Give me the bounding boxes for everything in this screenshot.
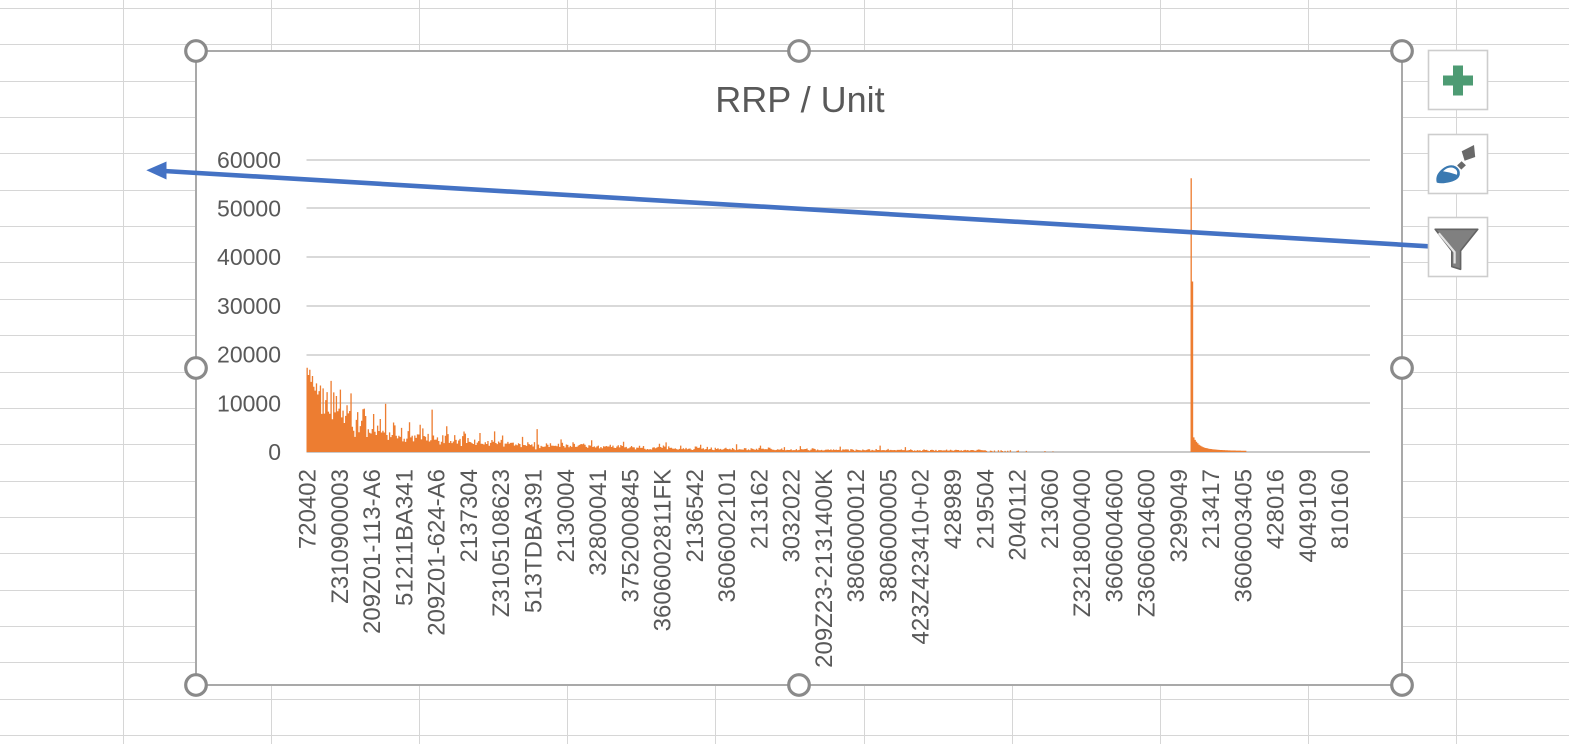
svg-text:Z310900003: Z310900003 <box>327 469 354 604</box>
svg-text:209Z01-113-A6: 209Z01-113-A6 <box>359 469 386 634</box>
svg-text:RRP / Unit: RRP / Unit <box>715 79 884 120</box>
svg-text:3606002811FK: 3606002811FK <box>650 469 677 631</box>
svg-text:Z3606004600: Z3606004600 <box>1134 469 1161 617</box>
svg-text:513TDBA391: 513TDBA391 <box>521 469 548 613</box>
svg-text:209Z23-2131400K: 209Z23-2131400K <box>811 469 838 668</box>
svg-text:51211BA341: 51211BA341 <box>391 469 418 606</box>
svg-text:213060: 213060 <box>1037 469 1064 549</box>
svg-text:30000: 30000 <box>217 293 281 319</box>
svg-text:2136542: 2136542 <box>682 469 709 562</box>
svg-text:3606004600: 3606004600 <box>1101 469 1128 602</box>
svg-text:32800041: 32800041 <box>585 469 612 576</box>
svg-text:10000: 10000 <box>217 390 281 416</box>
svg-text:3806000005: 3806000005 <box>876 469 903 602</box>
svg-text:213162: 213162 <box>746 469 773 549</box>
svg-text:3806000012: 3806000012 <box>843 469 870 602</box>
svg-text:810160: 810160 <box>1327 469 1354 549</box>
svg-text:213417: 213417 <box>1198 469 1225 549</box>
svg-text:423Z423410+02: 423Z423410+02 <box>908 469 935 645</box>
svg-text:2130004: 2130004 <box>553 469 580 562</box>
svg-text:209Z01-624-A6: 209Z01-624-A6 <box>424 469 451 636</box>
svg-text:4049109: 4049109 <box>1295 469 1322 562</box>
svg-text:428016: 428016 <box>1263 469 1290 549</box>
svg-text:60000: 60000 <box>217 147 281 173</box>
svg-text:Z3105108623: Z3105108623 <box>488 469 515 617</box>
svg-text:428989: 428989 <box>940 469 967 549</box>
svg-text:3032022: 3032022 <box>779 469 806 562</box>
svg-text:3606002101: 3606002101 <box>714 469 741 602</box>
svg-text:40000: 40000 <box>217 244 281 270</box>
svg-text:3299049: 3299049 <box>1166 469 1193 562</box>
svg-text:720402: 720402 <box>295 469 322 549</box>
svg-text:Z3218000400: Z3218000400 <box>1069 469 1096 617</box>
svg-text:50000: 50000 <box>217 196 281 222</box>
svg-text:3752000845: 3752000845 <box>617 469 644 602</box>
svg-text:0: 0 <box>268 439 281 465</box>
svg-text:219504: 219504 <box>972 469 999 549</box>
svg-text:3606003405: 3606003405 <box>1230 469 1257 602</box>
svg-text:2137304: 2137304 <box>456 469 483 562</box>
svg-text:20000: 20000 <box>217 342 281 368</box>
svg-text:2040112: 2040112 <box>1005 469 1032 561</box>
